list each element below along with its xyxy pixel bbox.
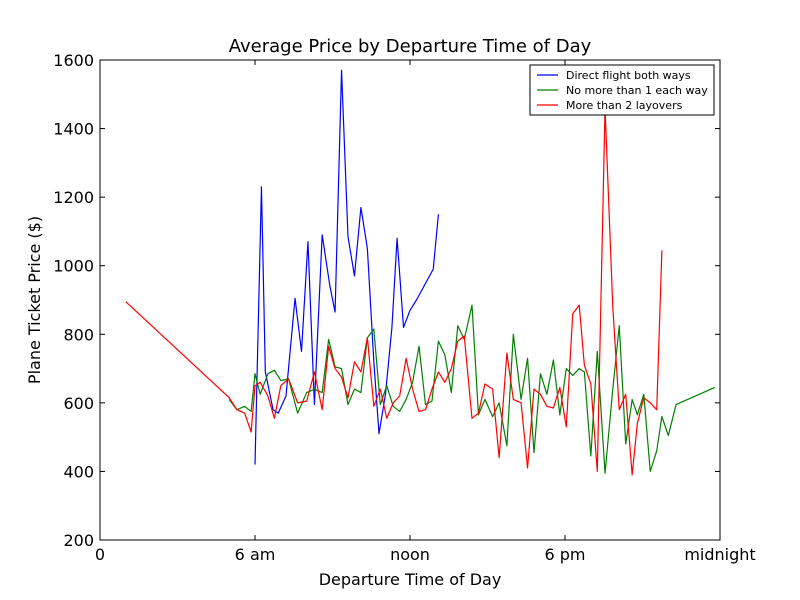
chart-title: Average Price by Departure Time of Day [229, 36, 592, 57]
y-axis-label: Plane Ticket Price ($) [25, 216, 44, 384]
y-tick-label: 1400 [53, 120, 94, 139]
series-group [125, 69, 716, 476]
legend-items: Direct flight both ways No more than 1 ea… [537, 69, 708, 112]
x-tick-label: noon [390, 545, 430, 564]
x-axis: 0 6 am noon 6 pm midnight [95, 60, 756, 564]
plot-frame [99, 59, 721, 541]
legend-box [529, 64, 715, 116]
series-line-1 [254, 69, 440, 465]
series-line-3 [125, 107, 663, 476]
legend-label-2: No more than 1 each way [566, 84, 708, 97]
y-tick-label: 800 [63, 325, 94, 344]
legend: Direct flight both ways No more than 1 ea… [529, 64, 715, 116]
y-tick-label: 200 [63, 531, 94, 550]
plot-area [99, 59, 721, 541]
x-tick-label: 0 [95, 545, 105, 564]
legend-label-1: Direct flight both ways [566, 69, 691, 82]
y-tick-label: 1600 [53, 51, 94, 70]
y-axis: 200 400 600 800 1000 1200 1400 1600 [53, 51, 720, 550]
series-line-2 [228, 304, 716, 474]
y-tick-label: 400 [63, 462, 94, 481]
y-tick-label: 600 [63, 394, 94, 413]
y-tick-label: 1200 [53, 188, 94, 207]
x-tick-label: 6 am [235, 545, 276, 564]
x-axis-label: Departure Time of Day [319, 570, 502, 589]
legend-label-3: More than 2 layovers [566, 99, 683, 112]
x-tick-label: midnight [684, 545, 755, 564]
y-tick-label: 1000 [53, 257, 94, 276]
x-tick-label: 6 pm [544, 545, 585, 564]
